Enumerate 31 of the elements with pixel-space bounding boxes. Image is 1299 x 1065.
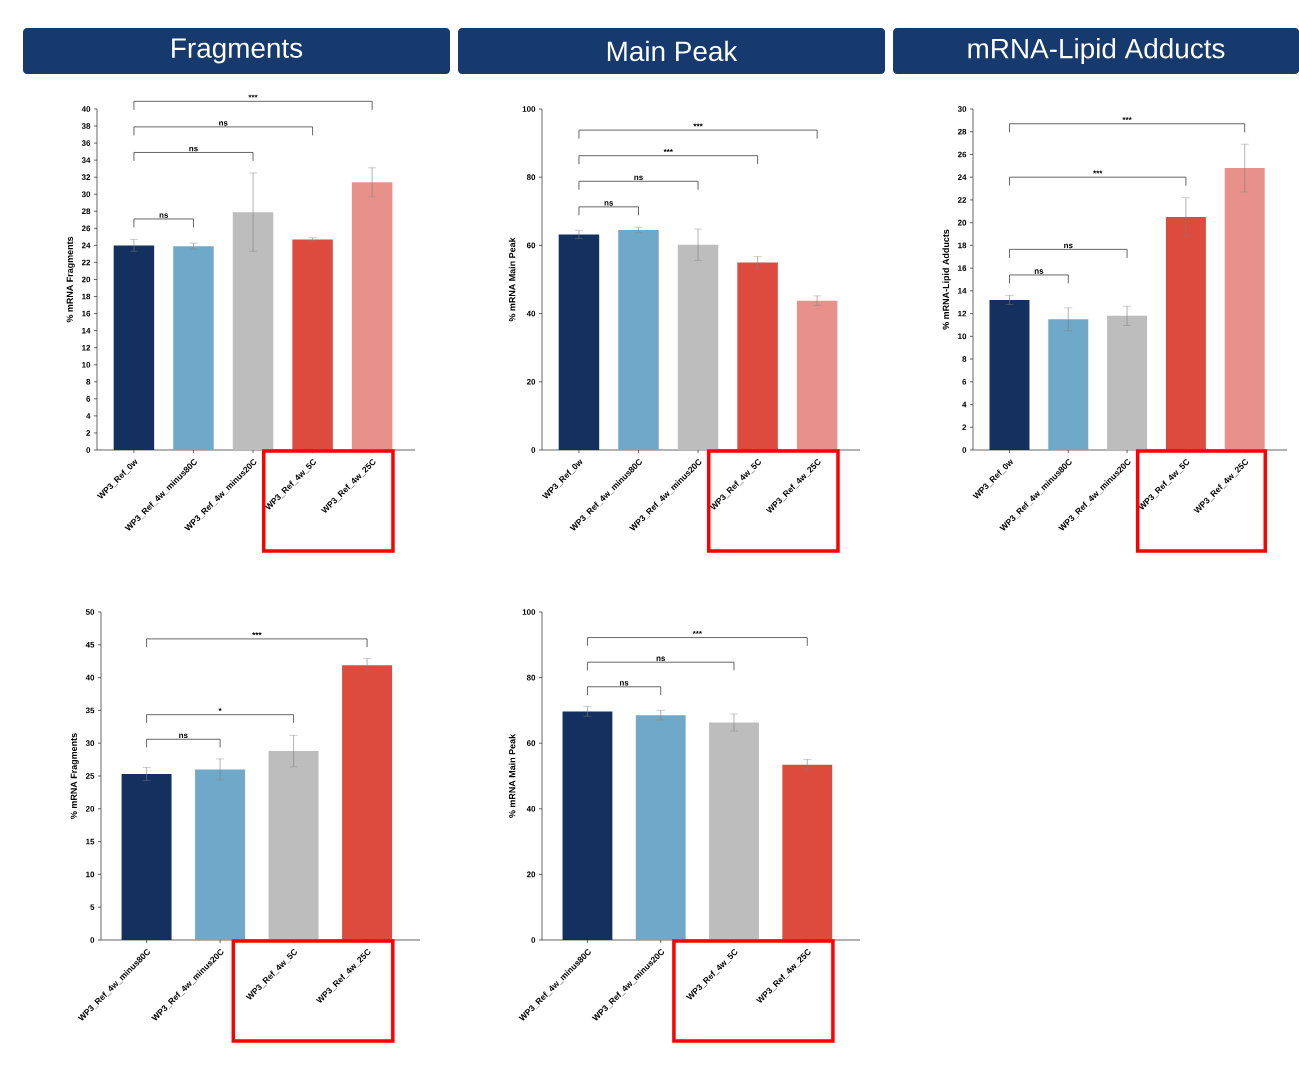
bar [989,299,1030,450]
y-axis-title: % mRNA-Lipid Adducts [942,229,951,330]
bar [558,234,600,450]
bar [1165,216,1206,450]
bar [195,769,246,940]
y-axis-title: % mRNA Fragments [66,236,75,323]
bar [268,751,319,940]
bar [1224,168,1265,450]
bar [351,182,393,450]
bar [1107,315,1148,450]
bar [796,300,838,450]
bar [173,246,214,450]
bar [342,665,393,940]
y-axis-title: % mRNA Main Peak [508,733,516,818]
bar [709,722,759,940]
bar [113,245,155,450]
y-axis-title: % mRNA Main Peak [508,237,516,322]
bar [1048,319,1089,450]
bar [635,715,686,940]
bar [677,244,719,450]
chart-title: Fragments [172,38,303,64]
bar [618,230,659,450]
chart-title: Main Peak [607,40,738,62]
y-axis-title: % mRNA Fragments [70,733,79,819]
bar [292,239,333,450]
chart-title: mRNA-Lipid Adducts [968,37,1225,64]
bar [782,764,833,940]
bar [121,774,172,940]
bar [562,711,613,940]
bar [737,262,778,450]
bar [232,212,274,450]
